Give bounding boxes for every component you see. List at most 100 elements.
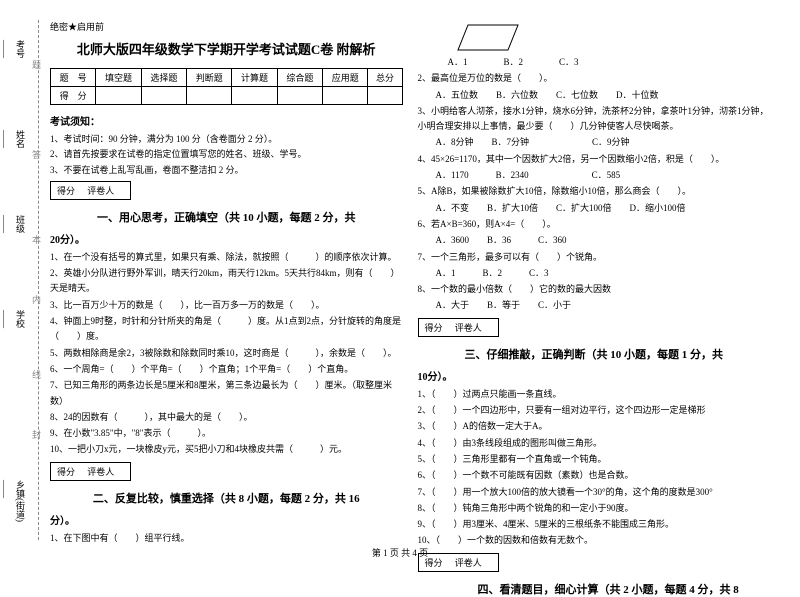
side-label-school: 学校 bbox=[14, 310, 27, 328]
s3q8: 8、（ ）钝角三角形中两个锐角的和一定小于90度。 bbox=[418, 501, 771, 516]
s3q2: 2、（ ）一个四边形中，只要有一组对边平行，这个四边形一定是梯形 bbox=[418, 403, 771, 418]
s2q2a: 2、最高位是万位的数是（ ）。 bbox=[418, 71, 771, 86]
th-0: 题 号 bbox=[51, 69, 96, 87]
td-1[interactable] bbox=[96, 87, 141, 105]
s2opt1: A．1 B．2 C．3 bbox=[448, 55, 771, 70]
s1q8: 8、24的因数有（ ），其中最大的是（ ）。 bbox=[50, 410, 403, 425]
s1q1: 1、在一个没有括号的算式里，如果只有乘、除法，就按照（ ）的顺序依次计算。 bbox=[50, 250, 403, 265]
th-2: 选择题 bbox=[141, 69, 186, 87]
s1q6: 6、一个周角=（ ）个平角=（ ）个直角；1个平角=（ ）个直角。 bbox=[50, 362, 403, 377]
s1q7: 7、已知三角形的两条边长是5厘米和8厘米，第三条边最长为（ ）厘米。（取整厘米数… bbox=[50, 378, 403, 409]
s2q3a: 3、小明给客人沏茶，接水1分钟，烧水6分钟，洗茶杯2分钟，拿茶叶1分钟，沏茶1分… bbox=[418, 104, 771, 135]
td-6[interactable] bbox=[323, 87, 368, 105]
side-line3: ____ bbox=[2, 215, 12, 233]
side-line2: ____ bbox=[2, 130, 12, 148]
s1q4: 4、钟面上9时整，时针和分针所夹的角是（ ）度。从1点到2点，分针旋转的角度是（… bbox=[50, 314, 403, 345]
notice-3: 3、不要在试卷上乱写乱画，卷面不整洁扣 2 分。 bbox=[50, 163, 403, 178]
th-1: 填空题 bbox=[96, 69, 141, 87]
sec2-title: 二、反复比较，慎重选择（共 8 小题，每题 2 分，共 16 bbox=[50, 490, 403, 506]
grade-box-3: 得分 评卷人 bbox=[418, 318, 499, 337]
s3q6: 6、（ ）一个数不可能既有因数（素数）也是合数。 bbox=[418, 468, 771, 483]
s2q7b: A．1 B．2 C．3 bbox=[418, 266, 771, 281]
s3q5: 5、（ ）三角形里都有一个直角或一个钝角。 bbox=[418, 452, 771, 467]
sec4-title: 四、看清题目，细心计算（共 2 小题，每题 4 分，共 8 bbox=[478, 581, 771, 597]
s1q5: 5、两数相除商是余2，3被除数和除数同时乘10，这时商是（ ），余数是（ ）。 bbox=[50, 346, 403, 361]
sec2-title2: 分）。 bbox=[50, 512, 403, 527]
td-5[interactable] bbox=[277, 87, 322, 105]
th-3: 判断题 bbox=[187, 69, 232, 87]
s2q4b: A．1170 B．2340 C．585 bbox=[418, 168, 771, 183]
s2q2b: A．五位数 B．六位数 C．七位数 D．十位数 bbox=[418, 88, 771, 103]
s2q8a: 8、一个数的最小倍数（ ）它的数的最大因数 bbox=[418, 282, 771, 297]
td-3[interactable] bbox=[187, 87, 232, 105]
exam-title: 北师大版四年级数学下学期开学考试试题C卷 附解析 bbox=[50, 39, 403, 58]
score-table: 题 号 填空题 选择题 判断题 计算题 综合题 应用题 总分 得 分 bbox=[50, 68, 403, 105]
s3q1: 1、（ ）过两点只能画一条直线。 bbox=[418, 387, 771, 402]
side-label-name: 姓名 bbox=[14, 130, 27, 148]
th-5: 综合题 bbox=[277, 69, 322, 87]
side-line4: ____ bbox=[2, 310, 12, 328]
side-char-2: 答 bbox=[30, 150, 43, 167]
th-7: 总分 bbox=[368, 69, 402, 87]
gb3-b: 评卷人 bbox=[455, 323, 482, 333]
s2q6b: A．3600 B．36 C．360 bbox=[418, 233, 771, 248]
parallelogram-figure bbox=[448, 20, 528, 55]
sec1-title: 一、用心思考，正确填空（共 10 小题，每题 2 分，共 bbox=[50, 209, 403, 225]
side-label-examno: 考号 bbox=[14, 40, 27, 58]
gb1-a: 得分 bbox=[57, 186, 75, 196]
sec3-title2: 10分）。 bbox=[418, 368, 771, 383]
s1q10: 10、一把小刀x元，一块橡皮y元，买5把小刀和4块橡皮共需（ ）元。 bbox=[50, 442, 403, 457]
parallelogram-shape bbox=[458, 25, 518, 50]
notices: 1、考试时间：90 分钟，满分为 100 分（含卷面分 2 分）。 2、请首先按… bbox=[50, 132, 403, 178]
s1q3: 3、比一百万少十万的数是（ ），比一百万多一万的数是（ ）。 bbox=[50, 298, 403, 313]
side-line5: ____ bbox=[2, 480, 12, 498]
th-6: 应用题 bbox=[323, 69, 368, 87]
td-score-label: 得 分 bbox=[51, 87, 96, 105]
s3q7: 7、（ ）用一个放大100倍的放大镜看一个30°的角，这个角的度数是300° bbox=[418, 485, 771, 500]
sec1-title2: 20分）。 bbox=[50, 231, 403, 246]
s1q2: 2、英雄小分队进行野外军训，晴天行20km，雨天行12km。5天共行84km，则… bbox=[50, 266, 403, 297]
grade-box-2: 得分 评卷人 bbox=[50, 462, 131, 481]
notice-2: 2、请首先按要求在试卷的指定位置填写您的姓名、班级、学号。 bbox=[50, 147, 403, 162]
binding-dotted-line bbox=[38, 20, 39, 540]
gb1-b: 评卷人 bbox=[87, 186, 114, 196]
gb4-a: 得分 bbox=[425, 558, 443, 568]
td-4[interactable] bbox=[232, 87, 277, 105]
s3q4: 4、（ ）由3条线段组成的图形叫做三角形。 bbox=[418, 436, 771, 451]
score-value-row: 得 分 bbox=[51, 87, 403, 105]
secret-header: 绝密★启用前 bbox=[50, 20, 403, 33]
score-header-row: 题 号 填空题 选择题 判断题 计算题 综合题 应用题 总分 bbox=[51, 69, 403, 87]
s2q7a: 7、一个三角形，最多可以有（ ）个锐角。 bbox=[418, 250, 771, 265]
s3q9: 9、（ ）用3厘米、4厘米、5厘米的三根纸条不能围成三角形。 bbox=[418, 517, 771, 532]
sec3-title: 三、仔细推敲，正确判断（共 10 小题，每题 1 分，共 bbox=[418, 346, 771, 362]
grade-box-1: 得分 评卷人 bbox=[50, 181, 131, 200]
side-char-6: 封 bbox=[30, 430, 43, 447]
side-label-town: 乡镇(街道) bbox=[14, 480, 27, 522]
side-label-class: 班级 bbox=[14, 215, 27, 233]
s2q6a: 6、若A×B=360，则A×4=（ ）。 bbox=[418, 217, 771, 232]
s2q4a: 4、45×26=1170，其中一个因数扩大2倍，另一个因数缩小2倍，积是（ ）。 bbox=[418, 152, 771, 167]
right-column: A．1 B．2 C．3 2、最高位是万位的数是（ ）。 A．五位数 B．六位数 … bbox=[418, 20, 771, 540]
th-4: 计算题 bbox=[232, 69, 277, 87]
s2q3b: A．8分钟 B．7分钟 C．9分钟 bbox=[418, 135, 771, 150]
left-column: 绝密★启用前 北师大版四年级数学下学期开学考试试题C卷 附解析 题 号 填空题 … bbox=[50, 20, 403, 540]
td-2[interactable] bbox=[141, 87, 186, 105]
side-char-4: 内 bbox=[30, 295, 43, 312]
page-footer: 第 1 页 共 4 页 bbox=[0, 546, 800, 559]
s1q9: 9、在小数"3.85"中，"8"表示（ ）。 bbox=[50, 426, 403, 441]
gb2-a: 得分 bbox=[57, 467, 75, 477]
notice-1: 1、考试时间：90 分钟，满分为 100 分（含卷面分 2 分）。 bbox=[50, 132, 403, 147]
side-char-1: 题 bbox=[30, 60, 43, 77]
s2q8b: A．大于 B．等于 C．小于 bbox=[418, 298, 771, 313]
side-char-5: 线 bbox=[30, 370, 43, 387]
gb2-b: 评卷人 bbox=[87, 467, 114, 477]
td-7[interactable] bbox=[368, 87, 402, 105]
s3q3: 3、（ ）A的倍数一定大于A。 bbox=[418, 419, 771, 434]
gb4-b: 评卷人 bbox=[455, 558, 482, 568]
notice-title: 考试须知： bbox=[50, 113, 403, 128]
s2q1: 1、在下图中有（ ）组平行线。 bbox=[50, 531, 403, 546]
side-char-3: 本 bbox=[30, 235, 43, 252]
gb3-a: 得分 bbox=[425, 323, 443, 333]
s2q5a: 5、A除B，如果被除数扩大10倍，除数缩小10倍，那么商会（ ）。 bbox=[418, 184, 771, 199]
s2q5b: A．不变 B．扩大10倍 C．扩大100倍 D．缩小100倍 bbox=[418, 201, 771, 216]
